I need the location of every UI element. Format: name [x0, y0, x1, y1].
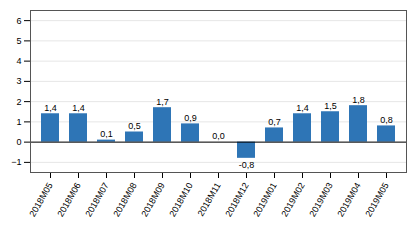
svg-text:2018M05: 2018M05 — [27, 181, 54, 219]
svg-text:2019M02: 2019M02 — [279, 181, 306, 219]
svg-text:2018M11: 2018M11 — [196, 181, 223, 218]
svg-text:2019M03: 2019M03 — [307, 181, 334, 219]
svg-text:2019M04: 2019M04 — [335, 181, 362, 219]
svg-text:2018M07: 2018M07 — [83, 181, 110, 219]
svg-text:0,5: 0,5 — [128, 121, 141, 131]
svg-text:0,8: 0,8 — [380, 115, 393, 125]
svg-text:1,8: 1,8 — [352, 95, 365, 105]
svg-text:3: 3 — [16, 76, 21, 86]
svg-text:2018M06: 2018M06 — [55, 181, 82, 219]
svg-text:-0,8: -0,8 — [239, 160, 255, 170]
svg-text:2019M05: 2019M05 — [363, 181, 390, 219]
svg-text:0: 0 — [16, 137, 21, 147]
svg-text:2018M09: 2018M09 — [139, 181, 166, 219]
svg-text:2018M12: 2018M12 — [223, 181, 250, 219]
svg-text:0,1: 0,1 — [100, 129, 113, 139]
svg-text:0,0: 0,0 — [212, 131, 225, 141]
svg-text:1,7: 1,7 — [156, 97, 169, 107]
svg-text:6: 6 — [16, 16, 21, 26]
svg-text:1,5: 1,5 — [324, 101, 337, 111]
svg-text:2019M01: 2019M01 — [251, 181, 278, 219]
svg-text:1,4: 1,4 — [72, 103, 85, 113]
svg-text:0,9: 0,9 — [184, 113, 197, 123]
svg-text:2018M10: 2018M10 — [167, 181, 194, 219]
svg-text:−1: −1 — [11, 157, 21, 167]
svg-text:4: 4 — [16, 56, 21, 66]
svg-text:5: 5 — [16, 36, 21, 46]
svg-text:1: 1 — [16, 117, 21, 127]
svg-text:2: 2 — [16, 97, 21, 107]
svg-text:1,4: 1,4 — [44, 103, 57, 113]
svg-text:0,7: 0,7 — [268, 117, 281, 127]
svg-text:2018M08: 2018M08 — [111, 181, 138, 219]
svg-text:1,4: 1,4 — [296, 103, 309, 113]
